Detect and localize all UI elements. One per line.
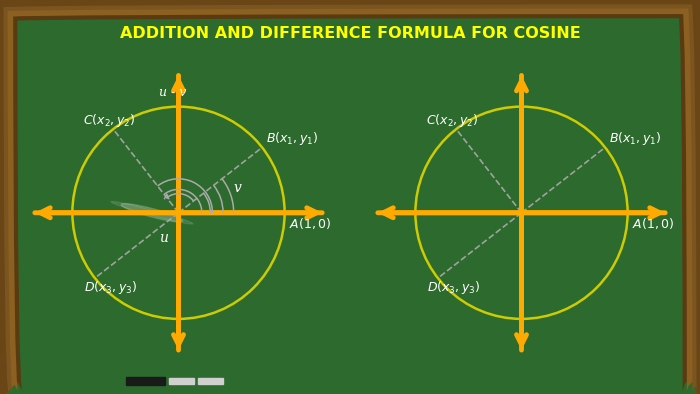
Text: $C(x_2,y_2)$: $C(x_2,y_2)$ [426,112,479,129]
Bar [126,377,164,385]
Text: $D(x_3,y_3)$: $D(x_3,y_3)$ [427,279,481,296]
Bar [198,378,223,384]
Text: $A(1,0)$: $A(1,0)$ [632,216,674,230]
Text: v: v [234,180,241,195]
Text: $A(1,0)$: $A(1,0)$ [289,216,331,230]
Text: $C(x_2,y_2)$: $C(x_2,y_2)$ [83,112,136,129]
Ellipse shape [111,201,193,224]
Ellipse shape [121,204,183,222]
Text: u - v: u - v [160,86,187,99]
Text: u: u [160,232,168,245]
Text: $B(x_1,y_1)$: $B(x_1,y_1)$ [267,130,318,147]
Text: $D(x_3,y_3)$: $D(x_3,y_3)$ [84,279,138,296]
Text: ADDITION AND DIFFERENCE FORMULA FOR COSINE: ADDITION AND DIFFERENCE FORMULA FOR COSI… [120,26,580,41]
Bar [169,378,194,384]
Text: $B(x_1,y_1)$: $B(x_1,y_1)$ [610,130,662,147]
